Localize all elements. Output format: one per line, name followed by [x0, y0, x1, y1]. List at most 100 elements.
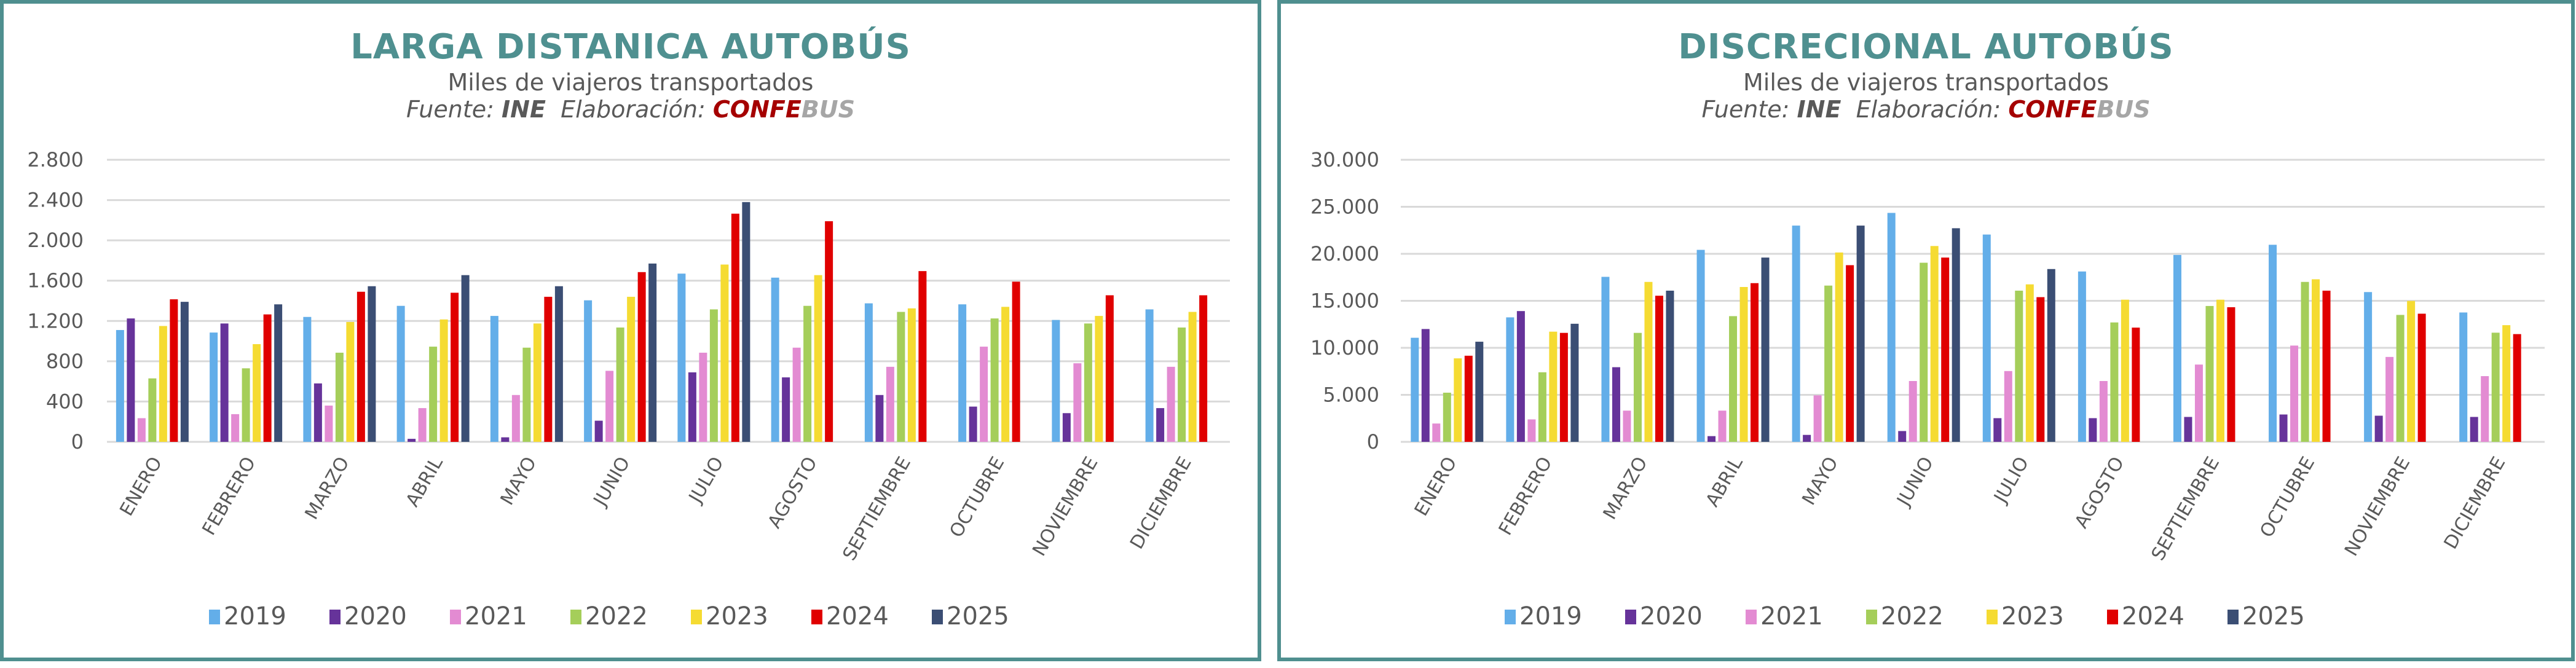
legend-swatch-2024: [2107, 610, 2118, 624]
bar-2021-diciembre: [2481, 376, 2489, 442]
bar-2022-julio: [2015, 290, 2023, 442]
legend-swatch-2019: [209, 610, 220, 624]
bar-2023-diciembre: [1188, 312, 1197, 442]
bar-2022-noviembre: [2396, 315, 2405, 442]
legend-swatch-2020: [329, 610, 341, 624]
bar-2020-mayo: [1803, 434, 1811, 442]
bar-2023-septiembre: [907, 308, 916, 442]
bar-2023-mayo: [533, 323, 542, 442]
bar-2020-diciembre: [1156, 408, 1165, 442]
bar-2021-mayo: [1813, 395, 1822, 442]
bar-2020-octubre: [969, 406, 977, 442]
bar-2025-julio: [742, 202, 750, 442]
x-tick-label: JUNIO: [1893, 454, 1938, 511]
bar-2024-septiembre: [918, 271, 927, 442]
brand-bus: BUS: [2097, 96, 2151, 123]
legend-swatch-2022: [570, 610, 581, 624]
bar-2023-noviembre: [2407, 301, 2416, 442]
source-label: Fuente:: [1701, 96, 1790, 123]
legend-swatch-2021: [450, 610, 461, 624]
legend-label-2022: 2022: [1881, 602, 1944, 631]
bar-2019-septiembre: [864, 303, 873, 442]
bar-2021-junio: [605, 371, 614, 442]
bar-2022-julio: [709, 309, 718, 442]
chart-source: Fuente: INE Elaboración: CONFEBUS: [4, 96, 1258, 123]
x-tick-label: DICIEMBRE: [1126, 454, 1196, 553]
bar-2024-diciembre: [1199, 295, 1208, 442]
bar-2020-junio: [594, 420, 603, 442]
y-tick-label: 25.000: [1310, 195, 1379, 219]
bar-2022-agosto: [2110, 322, 2119, 442]
bar-2021-febrero: [231, 414, 240, 442]
x-tick-label: SEPTIEMBRE: [2148, 454, 2224, 565]
bar-2021-diciembre: [1167, 366, 1175, 442]
bar-2020-marzo: [313, 383, 322, 442]
legend-swatch-2025: [932, 610, 943, 624]
y-tick-label: 2.000: [27, 229, 84, 252]
bar-2024-marzo: [356, 291, 365, 442]
legend-label-2021: 2021: [1760, 602, 1823, 631]
bar-2019-agosto: [2078, 271, 2086, 442]
bar-2024-enero: [1464, 355, 1473, 442]
bar-2024-mayo: [1846, 265, 1854, 442]
bar-2022-noviembre: [1084, 323, 1092, 442]
bar-2019-octubre: [2269, 245, 2277, 442]
legend-label-2021: 2021: [465, 602, 527, 631]
bar-2022-septiembre: [2205, 305, 2214, 442]
bar-2020-julio: [1993, 418, 2002, 442]
bar-2019-diciembre: [1145, 309, 1154, 442]
bar-2022-marzo: [1633, 332, 1642, 442]
bar-2020-mayo: [501, 437, 510, 442]
bar-2022-enero: [1443, 392, 1451, 442]
x-tick-label: OCTUBRE: [945, 454, 1009, 541]
bar-2025-febrero: [1570, 323, 1579, 442]
x-tick-label: FEBRERO: [198, 454, 260, 540]
legend-label-2022: 2022: [585, 602, 648, 631]
bar-2024-abril: [1751, 283, 1759, 442]
bar-2021-julio: [2004, 371, 2012, 442]
bar-2024-junio: [1941, 257, 1950, 442]
legend-label-2025: 2025: [947, 602, 1009, 631]
bar-2019-marzo: [303, 316, 312, 442]
bar-2019-mayo: [1792, 226, 1800, 442]
bar-2023-octubre: [2312, 279, 2320, 442]
bar-2021-agosto: [2099, 381, 2108, 442]
bar-2023-abril: [1739, 287, 1748, 442]
bar-2023-marzo: [346, 321, 355, 442]
bar-2020-febrero: [1516, 311, 1525, 442]
bar-2023-septiembre: [2216, 299, 2224, 442]
bar-2019-septiembre: [2173, 254, 2181, 442]
brand-confe: CONFE: [2008, 96, 2097, 123]
bar-2019-marzo: [1601, 277, 1610, 442]
x-tick-label: MARZO: [1599, 454, 1652, 524]
bar-2024-junio: [637, 272, 646, 442]
chart-panel-larga-distancia: LARGA DISTANICA AUTOBÚS Miles de viajero…: [0, 0, 1261, 661]
bar-2025-junio: [648, 263, 657, 442]
bar-2023-octubre: [1001, 307, 1010, 442]
bar-2019-noviembre: [2364, 292, 2373, 442]
bar-2021-marzo: [325, 405, 333, 442]
bar-2022-diciembre: [2491, 332, 2500, 442]
bar-2022-octubre: [2301, 281, 2309, 442]
bar-2019-enero: [116, 330, 124, 442]
bar-2025-febrero: [274, 304, 283, 442]
legend-label-2020: 2020: [1640, 602, 1703, 631]
source-value: INE: [502, 96, 546, 123]
legend-swatch-2019: [1505, 610, 1516, 624]
bar-2024-diciembre: [2513, 334, 2521, 442]
bar-2019-febrero: [1506, 317, 1514, 442]
bar-2022-marzo: [335, 352, 344, 442]
chart-subtitle: Miles de viajeros transportados: [1743, 69, 2109, 96]
chart-source: Fuente: INE Elaboración: CONFEBUS: [1281, 96, 2571, 123]
bar-2020-noviembre: [2374, 415, 2383, 442]
bar-2025-abril: [1761, 257, 1770, 442]
legend-swatch-2021: [1746, 610, 1757, 624]
y-tick-label: 1.200: [27, 309, 84, 332]
bar-2023-agosto: [2121, 299, 2129, 442]
bar-2023-julio: [2025, 284, 2034, 442]
bar-2023-junio: [627, 296, 636, 442]
bar-2020-agosto: [2089, 418, 2097, 442]
bar-2025-julio: [2047, 269, 2055, 442]
x-tick-label: JULIO: [1990, 454, 2033, 508]
bar-2024-febrero: [263, 314, 272, 442]
